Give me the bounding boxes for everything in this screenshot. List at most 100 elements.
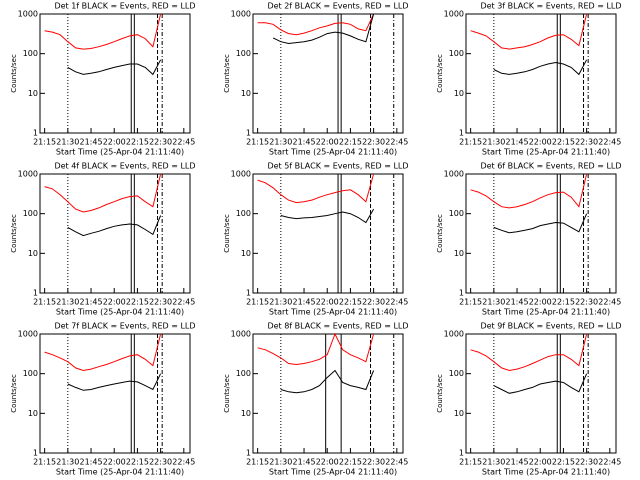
x-tick-label: 22:30 [362, 138, 385, 147]
x-tick-label: 22:00 [103, 458, 126, 467]
series-line [493, 373, 588, 394]
x-axis-label: Start Time (25-Apr-04 21:11:40) [56, 308, 184, 317]
series-line [272, 13, 375, 45]
chart-title: Det 8f BLACK = Events, RED = LLD [267, 322, 408, 331]
series-line [257, 13, 375, 36]
x-tick-label: 22:45 [172, 298, 195, 307]
x-tick-label: 22:45 [172, 458, 195, 467]
y-tick-label: 100 [236, 369, 251, 378]
y-tick-label: 100 [23, 49, 38, 58]
plot-frame [252, 333, 404, 454]
x-tick-label: 21:15 [33, 138, 56, 147]
x-axis-label: Start Time (25-Apr-04 21:11:40) [482, 468, 610, 477]
x-tick-label: 22:15 [552, 458, 575, 467]
y-tick-label: 1 [33, 449, 38, 458]
y-tick-label: 1000 [231, 170, 251, 179]
x-tick-label: 22:45 [385, 458, 408, 467]
x-tick-label: 21:15 [459, 298, 482, 307]
series-line [493, 213, 588, 234]
x-axis-label: Start Time (25-Apr-04 21:11:40) [56, 468, 184, 477]
y-axis-label: Counts/sec [223, 54, 231, 93]
y-tick-label: 1000 [231, 10, 251, 19]
x-tick-label: 22:45 [385, 138, 408, 147]
x-tick-label: 21:45 [505, 138, 528, 147]
y-tick-label: 10 [241, 249, 251, 258]
x-tick-label: 21:15 [246, 458, 269, 467]
y-tick-label: 1 [246, 129, 251, 138]
series-line [257, 173, 375, 204]
x-axis-label: Start Time (25-Apr-04 21:11:40) [269, 148, 397, 157]
x-tick-label: 21:15 [459, 138, 482, 147]
series-line [67, 59, 162, 76]
chart-title: Det 6f BLACK = Events, RED = LLD [480, 162, 621, 171]
y-tick-label: 100 [23, 369, 38, 378]
x-tick-label: 22:30 [149, 138, 172, 147]
x-tick-label: 21:45 [505, 298, 528, 307]
x-tick-label: 22:30 [362, 458, 385, 467]
x-tick-label: 21:30 [56, 138, 79, 147]
plot-frame [465, 173, 617, 294]
series-line [470, 333, 588, 372]
series-line [493, 59, 588, 76]
x-tick-label: 22:00 [316, 458, 339, 467]
y-axis-label: Counts/sec [10, 214, 18, 253]
x-axis-label: Start Time (25-Apr-04 21:11:40) [269, 308, 397, 317]
y-tick-label: 10 [454, 89, 464, 98]
plot-frame [39, 333, 191, 454]
y-tick-label: 1000 [18, 330, 38, 339]
y-tick-label: 1 [459, 129, 464, 138]
y-axis-label: Counts/sec [223, 214, 231, 253]
panel: Det 7f BLACK = Events, RED = LLD Start Ti… [10, 322, 196, 477]
y-tick-label: 10 [28, 249, 38, 258]
series-line [470, 173, 588, 209]
y-tick-label: 1 [246, 449, 251, 458]
series-line [67, 215, 162, 237]
y-tick-label: 10 [28, 89, 38, 98]
y-axis-label: Counts/sec [10, 374, 18, 413]
x-tick-label: 22:45 [385, 298, 408, 307]
x-tick-label: 21:15 [246, 138, 269, 147]
y-tick-label: 1 [246, 289, 251, 298]
chart-title: Det 1f BLACK = Events, RED = LLD [54, 2, 195, 11]
series-line [470, 13, 588, 50]
x-tick-label: 22:15 [126, 138, 149, 147]
series-line [280, 208, 375, 224]
y-tick-label: 100 [449, 49, 464, 58]
y-tick-label: 1000 [18, 170, 38, 179]
x-tick-label: 21:15 [33, 298, 56, 307]
x-tick-label: 22:15 [339, 298, 362, 307]
x-tick-label: 22:45 [598, 138, 621, 147]
panel: Det 1f BLACK = Events, RED = LLD Start Ti… [10, 2, 196, 157]
x-tick-label: 21:45 [292, 458, 315, 467]
panel: Det 8f BLACK = Events, RED = LLD Start Ti… [223, 322, 409, 477]
y-tick-label: 1000 [444, 170, 464, 179]
x-tick-label: 22:30 [362, 298, 385, 307]
y-tick-label: 1000 [18, 10, 38, 19]
panel: Det 4f BLACK = Events, RED = LLD Start Ti… [10, 162, 196, 317]
x-tick-label: 22:15 [552, 138, 575, 147]
x-tick-label: 22:45 [598, 458, 621, 467]
x-tick-label: 22:30 [575, 138, 598, 147]
series-line [44, 13, 162, 50]
y-tick-label: 100 [449, 209, 464, 218]
x-tick-label: 21:30 [56, 298, 79, 307]
panel: Det 2f BLACK = Events, RED = LLD Start Ti… [223, 2, 409, 157]
x-tick-label: 22:15 [339, 458, 362, 467]
x-tick-label: 22:00 [103, 138, 126, 147]
x-tick-label: 21:15 [246, 298, 269, 307]
x-tick-label: 21:15 [33, 458, 56, 467]
plot-frame [252, 13, 404, 134]
x-tick-label: 21:30 [482, 138, 505, 147]
x-axis-label: Start Time (25-Apr-04 21:11:40) [269, 468, 397, 477]
x-tick-label: 21:30 [269, 138, 292, 147]
plot-frame [252, 173, 404, 294]
y-tick-label: 1 [459, 289, 464, 298]
y-axis-label: Counts/sec [436, 54, 444, 93]
plot-frame [39, 13, 191, 134]
y-axis-label: Counts/sec [10, 54, 18, 93]
x-tick-label: 22:00 [103, 298, 126, 307]
panel: Det 6f BLACK = Events, RED = LLD Start Ti… [436, 162, 622, 317]
x-tick-label: 21:45 [79, 138, 102, 147]
y-tick-label: 10 [241, 89, 251, 98]
